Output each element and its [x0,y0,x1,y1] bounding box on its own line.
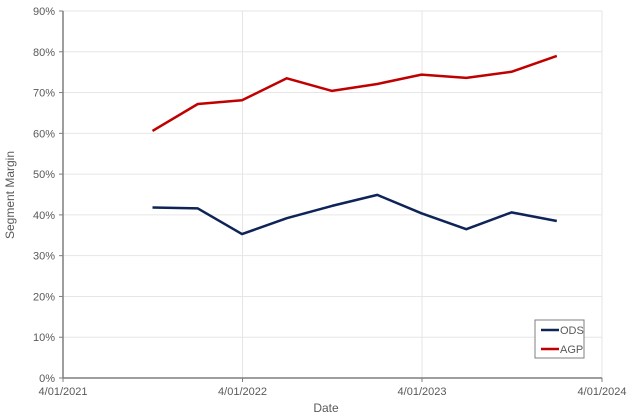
x-axis-ticks: 4/01/2021 4/01/2022 4/01/2023 4/01/2024 [39,378,627,398]
legend: ODS AGP [534,319,585,359]
y-tick-label: 60% [33,128,55,140]
series-line-agp [151,54,558,132]
y-axis-ticks: 0% 10% 20% 30% 40% 50% 60% 70% 80% 90% [33,6,63,385]
y-tick-label: 90% [33,6,55,18]
x-tick-label: 4/01/2023 [398,386,447,398]
y-tick-label: 70% [33,88,55,100]
x-tick-label: 4/01/2021 [39,386,88,398]
x-tick-label: 4/01/2022 [218,386,267,398]
data-series [151,54,558,236]
legend-box [534,319,585,359]
y-tick-label: 40% [33,210,55,222]
x-tick-label: 4/01/2024 [578,386,627,398]
gridlines [63,10,603,378]
y-tick-label: 10% [33,332,55,344]
legend-label-agp: AGP [560,344,583,356]
y-axis-title: Segment Margin [3,151,17,239]
legend-label-ods: ODS [560,325,584,337]
y-tick-label: 50% [33,169,55,181]
y-tick-label: 30% [33,251,55,263]
y-tick-label: 20% [33,291,55,303]
series-line-ods [152,193,558,236]
y-tick-label: 0% [39,373,55,385]
y-tick-label: 80% [33,47,55,59]
x-axis-title: Date [313,401,339,415]
